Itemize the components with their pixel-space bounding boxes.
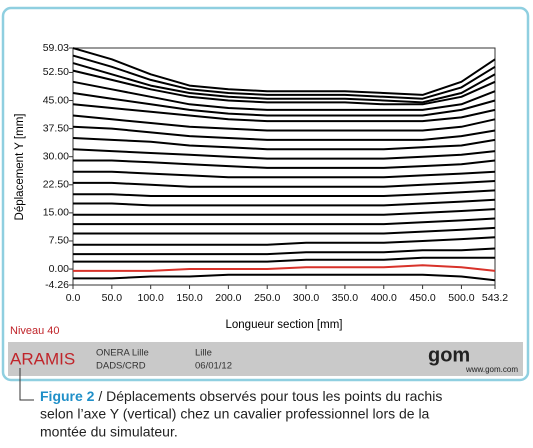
y-tick-label: 22.50 <box>43 179 69 191</box>
data-line <box>73 208 496 216</box>
y-tick-label: 52.50 <box>43 66 69 78</box>
caption-line: selon l’axe Y (vertical) chez un cavalie… <box>40 406 430 422</box>
org: ONERA Lille <box>96 348 149 359</box>
plot: -4.26 0.00 7.50 15.00 22.50 30.00 37.50 45.00 52… <box>43 42 509 304</box>
data-line <box>72 69 496 106</box>
x-tick-label: 150.0 <box>176 292 202 304</box>
x-tick-label: 0.0 <box>66 292 81 304</box>
data-line <box>73 264 496 272</box>
dept: DADS/CRD <box>96 361 146 372</box>
place: Lille <box>195 348 212 359</box>
data-line <box>72 54 496 100</box>
data-line <box>73 189 496 197</box>
data-line <box>72 62 496 104</box>
caption-line: montée du simulateur. <box>40 424 178 440</box>
y-tick-label: 15.00 <box>43 207 69 219</box>
caption-pointer <box>19 368 34 401</box>
y-tick-label: 30.00 <box>43 150 69 162</box>
x-tick-label: 543.2 <box>482 292 508 304</box>
x-tick-label: 300.0 <box>293 292 319 304</box>
data-line <box>72 103 496 123</box>
brand: ARAMIS <box>10 349 75 368</box>
x-tick-label: 200.0 <box>215 292 241 304</box>
x-axis-label: Longueur section [mm] <box>226 319 343 331</box>
y-tick-label: 59.03 <box>43 42 69 54</box>
x-tick-label: 50.0 <box>102 292 123 304</box>
data-line <box>73 198 496 207</box>
caption-line: Figure 2 / Déplacements observés pour to… <box>40 388 442 404</box>
data-line <box>73 256 495 263</box>
caption-label: Figure 2 <box>40 388 95 404</box>
data-line <box>73 170 496 179</box>
x-tick-label: 250.0 <box>254 292 280 304</box>
data-line <box>73 159 496 169</box>
data-line <box>72 148 496 160</box>
y-tick-label: 45.00 <box>43 94 69 106</box>
data-line <box>72 125 496 141</box>
x-tick-label: 400.0 <box>371 292 397 304</box>
date: 06/01/12 <box>195 361 232 372</box>
data-line <box>72 92 496 117</box>
data-line <box>73 236 496 246</box>
level-label: Niveau 40 <box>10 325 60 337</box>
y-tick-label: 37.50 <box>43 122 69 134</box>
data-line <box>73 247 496 256</box>
url: www.gom.com <box>465 365 518 374</box>
caption-text: / Déplacements observés pour tous les po… <box>98 388 442 404</box>
x-tick-label: 500.0 <box>448 292 474 304</box>
footer-band <box>8 342 523 376</box>
x-tick-label: 450.0 <box>409 292 435 304</box>
data-line <box>72 47 496 96</box>
y-axis-label: Déplacement Y [mm] <box>14 114 26 221</box>
data-line <box>73 226 496 235</box>
y-tick-label: 7.50 <box>49 235 70 247</box>
data-line <box>72 80 496 111</box>
y-tick-label: 0.00 <box>49 263 70 275</box>
data-line <box>73 180 496 188</box>
data-line <box>73 273 496 282</box>
data-line <box>72 114 496 132</box>
y-tick-label: -4.26 <box>45 279 69 291</box>
x-tick-label: 350.0 <box>332 292 358 304</box>
data-line <box>73 217 496 226</box>
data-line <box>72 137 496 151</box>
x-tick-label: 100.0 <box>138 292 164 304</box>
plot-frame <box>72 47 496 286</box>
logo: gom <box>428 344 470 366</box>
